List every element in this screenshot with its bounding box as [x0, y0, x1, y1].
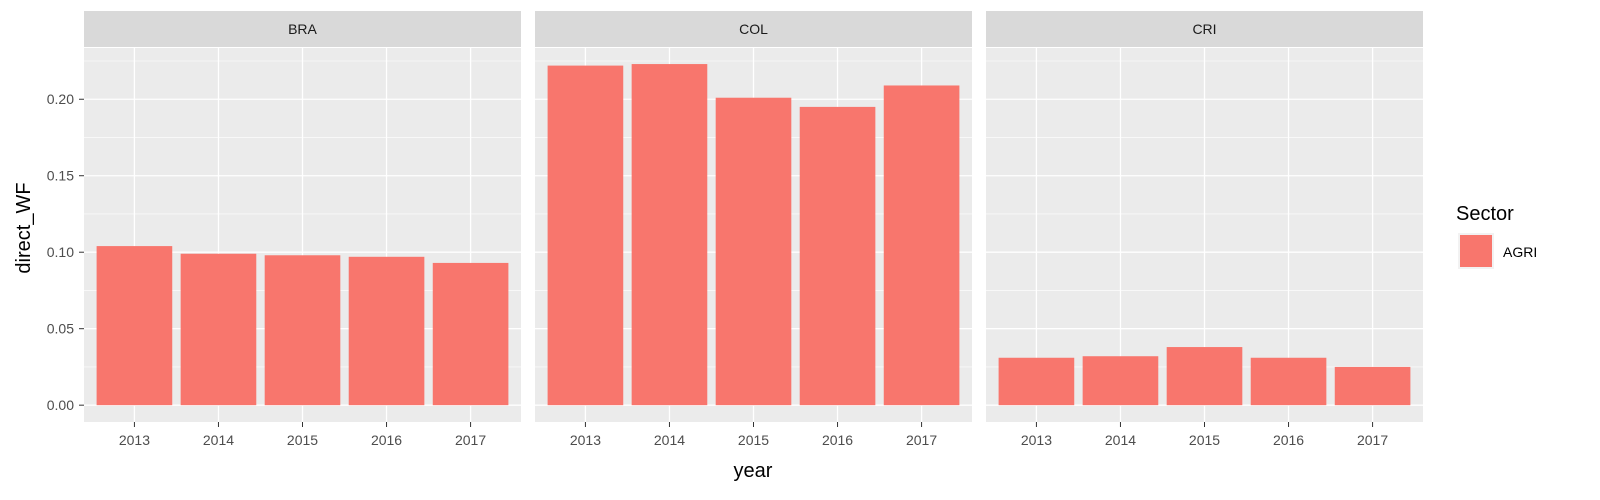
facet-strip-label: BRA	[288, 21, 317, 37]
bar-bra-2017	[432, 262, 509, 406]
bar-col-2015	[715, 97, 792, 406]
x-tick-label: 2016	[1273, 432, 1304, 448]
legend-label-agri: AGRI	[1503, 244, 1537, 260]
bar-bra-2014	[180, 253, 257, 406]
x-tick-label: 2016	[371, 432, 402, 448]
x-tick-label: 2013	[570, 432, 601, 448]
x-tick-label: 2014	[654, 432, 685, 448]
y-tick-label: 0.05	[47, 321, 74, 337]
y-tick-label: 0.15	[47, 168, 74, 184]
bar-col-2013	[547, 65, 624, 406]
x-tick-label: 2014	[203, 432, 234, 448]
bar-col-2016	[799, 106, 876, 406]
panel-col: COL 2013 2014 2015 2016 2017	[535, 11, 972, 448]
bar-col-2017	[883, 85, 960, 406]
panel-bra: BRA 2013 2014 2015 2016 2017	[84, 11, 521, 448]
bar-col-2014	[631, 64, 708, 406]
legend-title: Sector	[1456, 203, 1514, 225]
x-tick-label: 2015	[1189, 432, 1220, 448]
bar-cri-2016	[1250, 357, 1327, 406]
bar-bra-2015	[264, 255, 341, 406]
x-tick-label: 2013	[119, 432, 150, 448]
legend-swatch-agri	[1460, 235, 1492, 267]
y-tick-label: 0.00	[47, 397, 74, 413]
bar-cri-2017	[1334, 366, 1411, 406]
x-tick-label: 2014	[1105, 432, 1136, 448]
y-axis-title: direct_WF	[13, 182, 35, 273]
panels-layer: BRA 2013 2014 2015 2016 2017 COL 2013 2014 2015 20…	[84, 11, 1423, 448]
x-tick-label: 2017	[906, 432, 937, 448]
x-tick-label: 2017	[455, 432, 486, 448]
legend: Sector AGRI	[1456, 203, 1537, 269]
facet-strip	[84, 11, 521, 47]
panel-cri: CRI 2013 2014 2015 2016 2017	[986, 11, 1423, 448]
x-axis-title: year	[734, 460, 773, 482]
facet-strip	[986, 11, 1423, 47]
bar-cri-2013	[998, 357, 1075, 406]
bar-bra-2013	[96, 246, 173, 406]
facet-strip-label: COL	[739, 21, 768, 37]
x-tick-label: 2015	[287, 432, 318, 448]
y-tick-label: 0.10	[47, 244, 74, 260]
bar-cri-2015	[1166, 347, 1243, 406]
x-tick-label: 2017	[1357, 432, 1388, 448]
x-tick-label: 2016	[822, 432, 853, 448]
facet-strip	[535, 11, 972, 47]
x-tick-label: 2013	[1021, 432, 1052, 448]
facet-strip-label: CRI	[1192, 21, 1216, 37]
x-tick-label: 2015	[738, 432, 769, 448]
y-axis: 0.00 0.05 0.10 0.15 0.20	[47, 91, 84, 413]
y-tick-label: 0.20	[47, 91, 74, 107]
bar-bra-2016	[348, 256, 425, 406]
bar-cri-2014	[1082, 356, 1159, 406]
